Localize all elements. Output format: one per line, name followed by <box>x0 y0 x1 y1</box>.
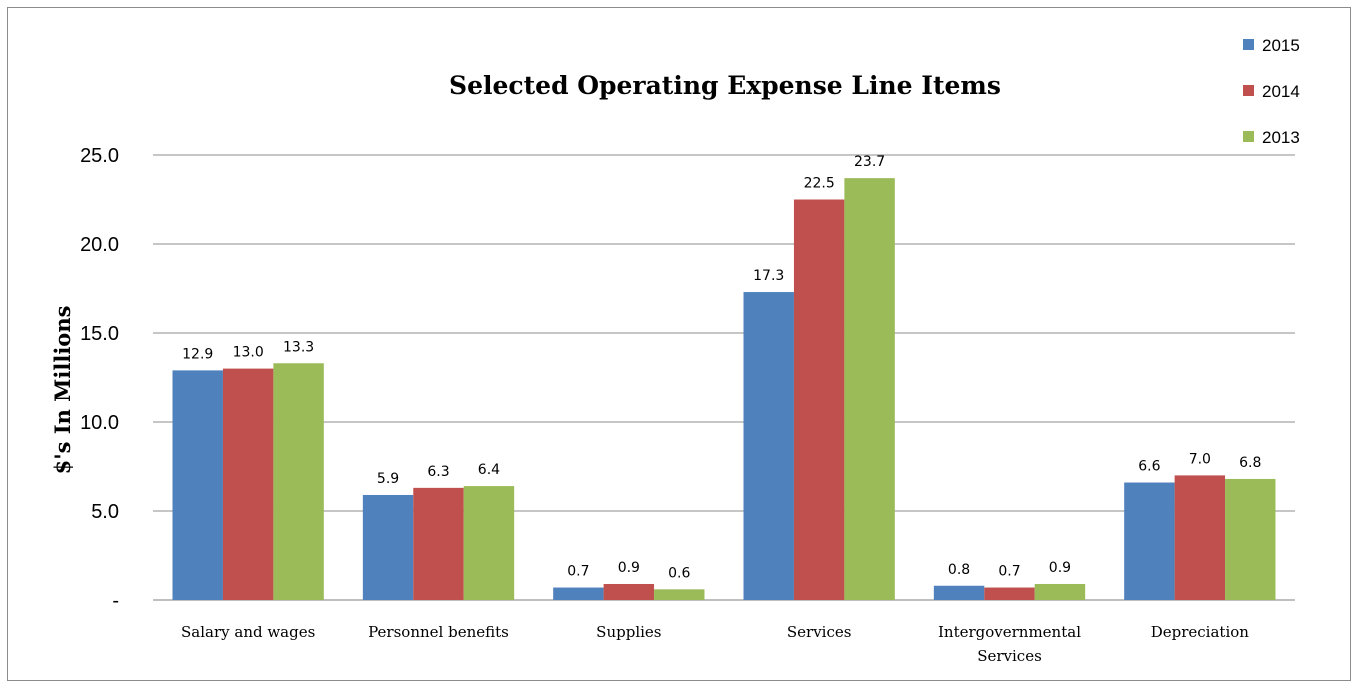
y-axis-ticks: - 5.0 10.0 15.0 20.0 25.0 <box>80 145 119 612</box>
bar-2014 <box>1174 475 1226 600</box>
data-label: 17.3 <box>753 268 784 284</box>
legend-label: 2014 <box>1262 82 1300 101</box>
data-label: 6.6 <box>1138 459 1160 475</box>
category-label: Services <box>787 623 852 641</box>
y-tick-label: 25.0 <box>80 145 119 167</box>
bar-2014 <box>603 583 655 600</box>
bar-2015 <box>743 292 794 600</box>
y-tick-label: 10.0 <box>80 412 119 434</box>
data-label: 13.3 <box>283 339 314 355</box>
legend-swatch <box>1243 39 1254 50</box>
bar-2015 <box>362 494 414 600</box>
data-label: 6.8 <box>1239 455 1261 471</box>
legend-swatch <box>1243 131 1254 142</box>
data-label: 0.7 <box>567 564 589 580</box>
data-labels: 12.9 13.0 13.3 5.9 6.3 6.4 0.7 0.9 0.6 17.3 22.5 23… <box>182 154 1261 581</box>
y-axis-label: $'s In Millions <box>50 306 75 475</box>
bar-2015 <box>553 587 604 600</box>
bar-2013 <box>1225 478 1276 600</box>
data-label: 23.7 <box>854 154 885 170</box>
y-tick-label: 20.0 <box>80 234 119 256</box>
y-tick-label: - <box>112 590 119 612</box>
category-label: Personnel benefits <box>368 623 509 641</box>
category-label: Intergovernmental <box>938 623 1081 641</box>
x-axis-categories: Salary and wages Personnel benefits Suppli… <box>181 623 1249 665</box>
bar-2014 <box>413 487 464 600</box>
data-label: 22.5 <box>804 176 835 192</box>
legend-swatch <box>1243 85 1254 96</box>
data-label: 5.9 <box>377 471 399 487</box>
bar-2015 <box>1124 482 1175 600</box>
y-tick-label: 5.0 <box>91 501 119 523</box>
data-label: 0.8 <box>948 562 970 578</box>
bar-2013 <box>463 486 515 600</box>
bar-2013 <box>844 178 895 600</box>
bar-2015 <box>172 370 223 600</box>
data-label: 0.9 <box>1049 560 1071 576</box>
legend: 2015 2014 2013 <box>1243 36 1300 147</box>
bar-2014 <box>222 368 274 600</box>
data-label: 12.9 <box>182 346 213 362</box>
bar-2014 <box>984 587 1035 600</box>
y-tick-label: 15.0 <box>80 323 119 345</box>
bar-2013 <box>654 589 705 600</box>
data-label: 0.7 <box>998 564 1020 580</box>
category-label: Depreciation <box>1151 623 1250 641</box>
category-label: Salary and wages <box>181 623 315 641</box>
bar-2014 <box>793 199 845 600</box>
chart-title: Selected Operating Expense Line Items <box>449 71 1001 100</box>
gridlines <box>153 154 1295 601</box>
category-label: Supplies <box>596 623 661 641</box>
legend-label: 2015 <box>1262 36 1300 55</box>
category-label: Services <box>977 647 1042 665</box>
bar-2013 <box>273 363 324 600</box>
bar-2013 <box>1034 583 1086 600</box>
data-label: 6.4 <box>478 462 500 478</box>
data-label: 7.0 <box>1189 451 1211 467</box>
data-label: 0.6 <box>668 565 690 581</box>
legend-label: 2013 <box>1262 128 1300 147</box>
bar-2015 <box>933 585 985 600</box>
data-label: 0.9 <box>618 560 640 576</box>
bars <box>172 178 1276 600</box>
data-label: 13.0 <box>233 345 264 361</box>
data-label: 6.3 <box>427 464 449 480</box>
